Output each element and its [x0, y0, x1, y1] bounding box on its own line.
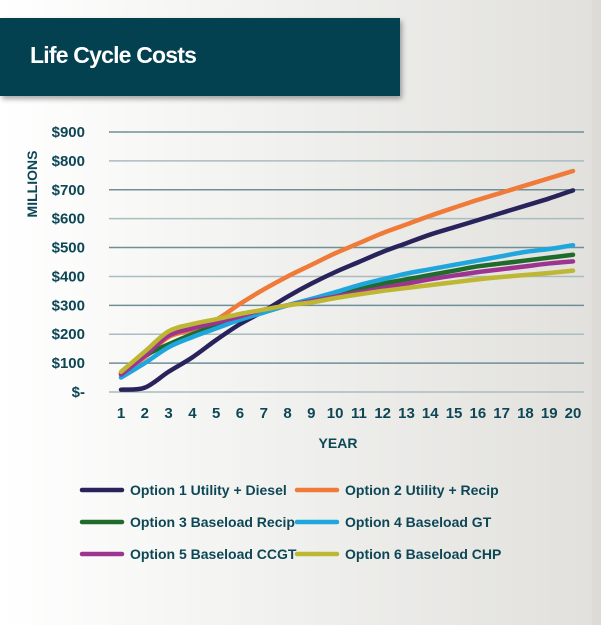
legend-item-option-5: Option 5 Baseload CCGT [79, 546, 297, 562]
x-tick-label: 17 [493, 405, 510, 422]
x-tick-label: 18 [517, 405, 534, 422]
legend: Option 1 Utility + Diesel Option 2 Utilit… [79, 482, 501, 562]
x-tick-label: 3 [164, 405, 172, 422]
x-tick-label: 6 [236, 405, 244, 422]
legend-item-option-3: Option 3 Baseload Recip [79, 514, 295, 530]
series-line-option-2 [118, 168, 576, 376]
x-tick-label: 5 [212, 405, 220, 422]
x-tick-labels: 1 2 3 4 5 6 7 8 9 10 11 12 13 14 15 16 17 18 19 20 [117, 405, 582, 422]
x-tick-label: 7 [260, 405, 268, 422]
x-tick-label: 15 [446, 405, 463, 422]
y-tick-label: $300 [52, 297, 85, 314]
legend-item-option-6: Option 6 Baseload CHP [294, 546, 501, 562]
x-tick-label: 8 [283, 405, 291, 422]
x-tick-label: 19 [541, 405, 558, 422]
series-line-option-3 [118, 252, 576, 376]
legend-label: Option 3 Baseload Recip [130, 514, 295, 530]
legend-item-option-2: Option 2 Utility + Recip [294, 482, 499, 498]
y-tick-label: $600 [52, 211, 85, 228]
x-tick-label: 16 [469, 405, 486, 422]
x-tick-label: 13 [398, 405, 415, 422]
x-axis-label: YEAR [319, 435, 358, 451]
x-tick-label: 12 [374, 405, 391, 422]
legend-label: Option 4 Baseload GT [345, 514, 492, 530]
legend-item-option-1: Option 1 Utility + Diesel [79, 482, 287, 498]
y-tick-label: $400 [52, 268, 85, 285]
chart-title: Life Cycle Costs [30, 42, 197, 68]
series-lines [118, 168, 576, 392]
right-edge-strip [592, 0, 601, 625]
x-tick-label: 4 [188, 405, 197, 422]
x-tick-label: 11 [351, 405, 367, 422]
series-line-option-6 [118, 268, 576, 375]
y-tick-label: $- [72, 384, 85, 401]
x-tick-label: 14 [422, 405, 439, 422]
x-tick-label: 20 [565, 405, 582, 422]
legend-label: Option 2 Utility + Recip [345, 482, 499, 498]
y-tick-label: $900 [52, 124, 85, 141]
x-tick-label: 1 [117, 405, 125, 422]
legend-label: Option 1 Utility + Diesel [130, 482, 287, 498]
y-tick-label: $500 [52, 240, 85, 257]
y-tick-label: $100 [52, 355, 85, 372]
legend-label: Option 6 Baseload CHP [345, 546, 501, 562]
x-tick-label: 10 [327, 405, 344, 422]
title-banner: Life Cycle Costs [0, 18, 400, 96]
x-tick-label: 2 [141, 405, 149, 422]
y-tick-label: $800 [52, 153, 85, 170]
x-tick-label: 9 [307, 405, 315, 422]
y-tick-labels: $- $100 $200 $300 $400 $500 $600 $700 $800 $900 [52, 124, 85, 401]
y-axis-label: MILLIONS [24, 151, 40, 218]
legend-label: Option 5 Baseload CCGT [130, 546, 297, 562]
y-tick-label: $200 [52, 326, 85, 343]
legend-item-option-4: Option 4 Baseload GT [294, 514, 492, 530]
y-tick-label: $700 [52, 182, 85, 199]
series-line-option-1 [118, 188, 576, 392]
series-line-option-4 [118, 242, 576, 380]
